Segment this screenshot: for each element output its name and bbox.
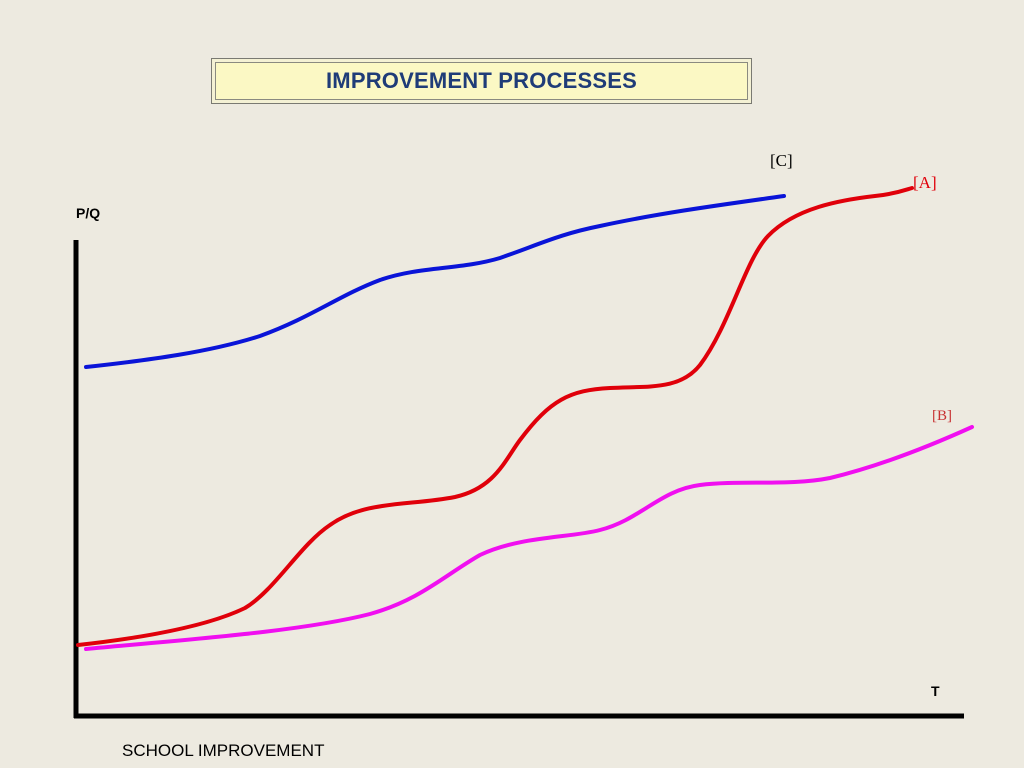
y-axis-label: P/Q	[76, 205, 101, 221]
caption: SCHOOL IMPROVEMENT	[122, 741, 325, 760]
curve-c-label: [C]	[770, 151, 793, 170]
title-box: IMPROVEMENT PROCESSES	[211, 58, 752, 104]
curve-c-line	[84, 194, 786, 369]
title-inner: IMPROVEMENT PROCESSES	[215, 62, 748, 100]
curve-a-line	[76, 186, 914, 647]
slide-title: IMPROVEMENT PROCESSES	[325, 68, 638, 93]
curve-a-label: [A]	[913, 173, 937, 192]
curve-b-label: [B]	[932, 408, 952, 424]
x-axis-label: T	[931, 683, 940, 699]
curve-b-line	[84, 425, 974, 651]
